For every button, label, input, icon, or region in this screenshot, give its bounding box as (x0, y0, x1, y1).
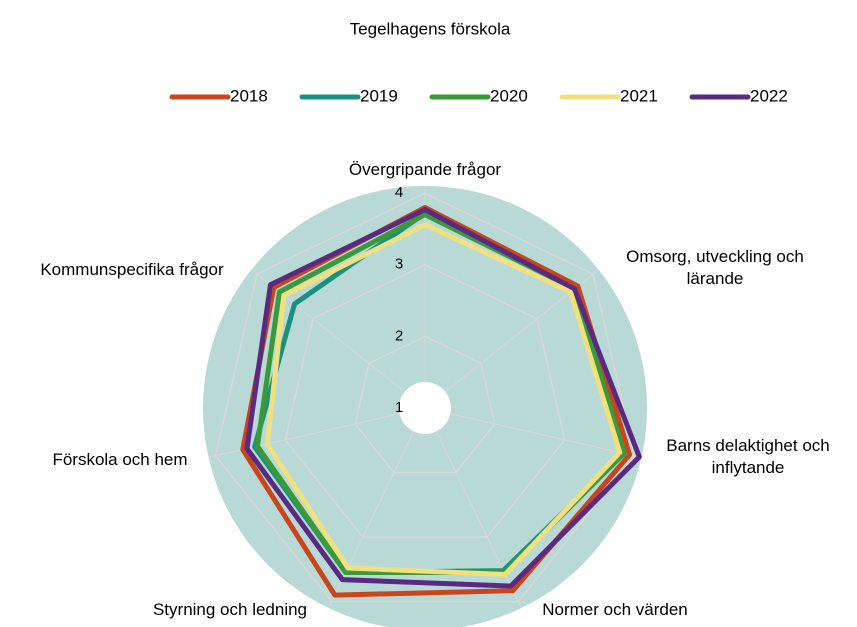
legend-label: 2018 (230, 86, 268, 105)
legend-label: 2021 (620, 86, 658, 105)
grid-line (284, 263, 566, 538)
r-tick-label: 1 (395, 399, 403, 416)
category-label: Övergripande frågor (348, 160, 502, 179)
legend-label: 2020 (490, 86, 528, 105)
r-tick-label: 4 (395, 184, 403, 201)
grid-line (354, 335, 496, 474)
category-label: Styrning och ledning (152, 600, 308, 619)
center-hole (399, 382, 451, 434)
category-label: Barns delaktighet och inflytande (666, 436, 830, 477)
spoke (424, 407, 642, 458)
chart-title: Tegelhagens förskola (350, 19, 511, 38)
grid-line (214, 192, 636, 603)
series-line (264, 222, 623, 577)
legend-label: 2022 (750, 86, 788, 105)
r-tick-label: 2 (395, 327, 403, 344)
category-label: Förskola och hem (52, 450, 188, 469)
r-tick-label: 3 (395, 256, 403, 273)
category-label: Kommunspecifika frågor (40, 260, 224, 279)
legend-label: 2019 (360, 86, 398, 105)
category-label: Normer och värden (542, 600, 688, 619)
series-line (244, 207, 642, 589)
category-label: Omsorg, utveckling och lärande (626, 247, 804, 288)
